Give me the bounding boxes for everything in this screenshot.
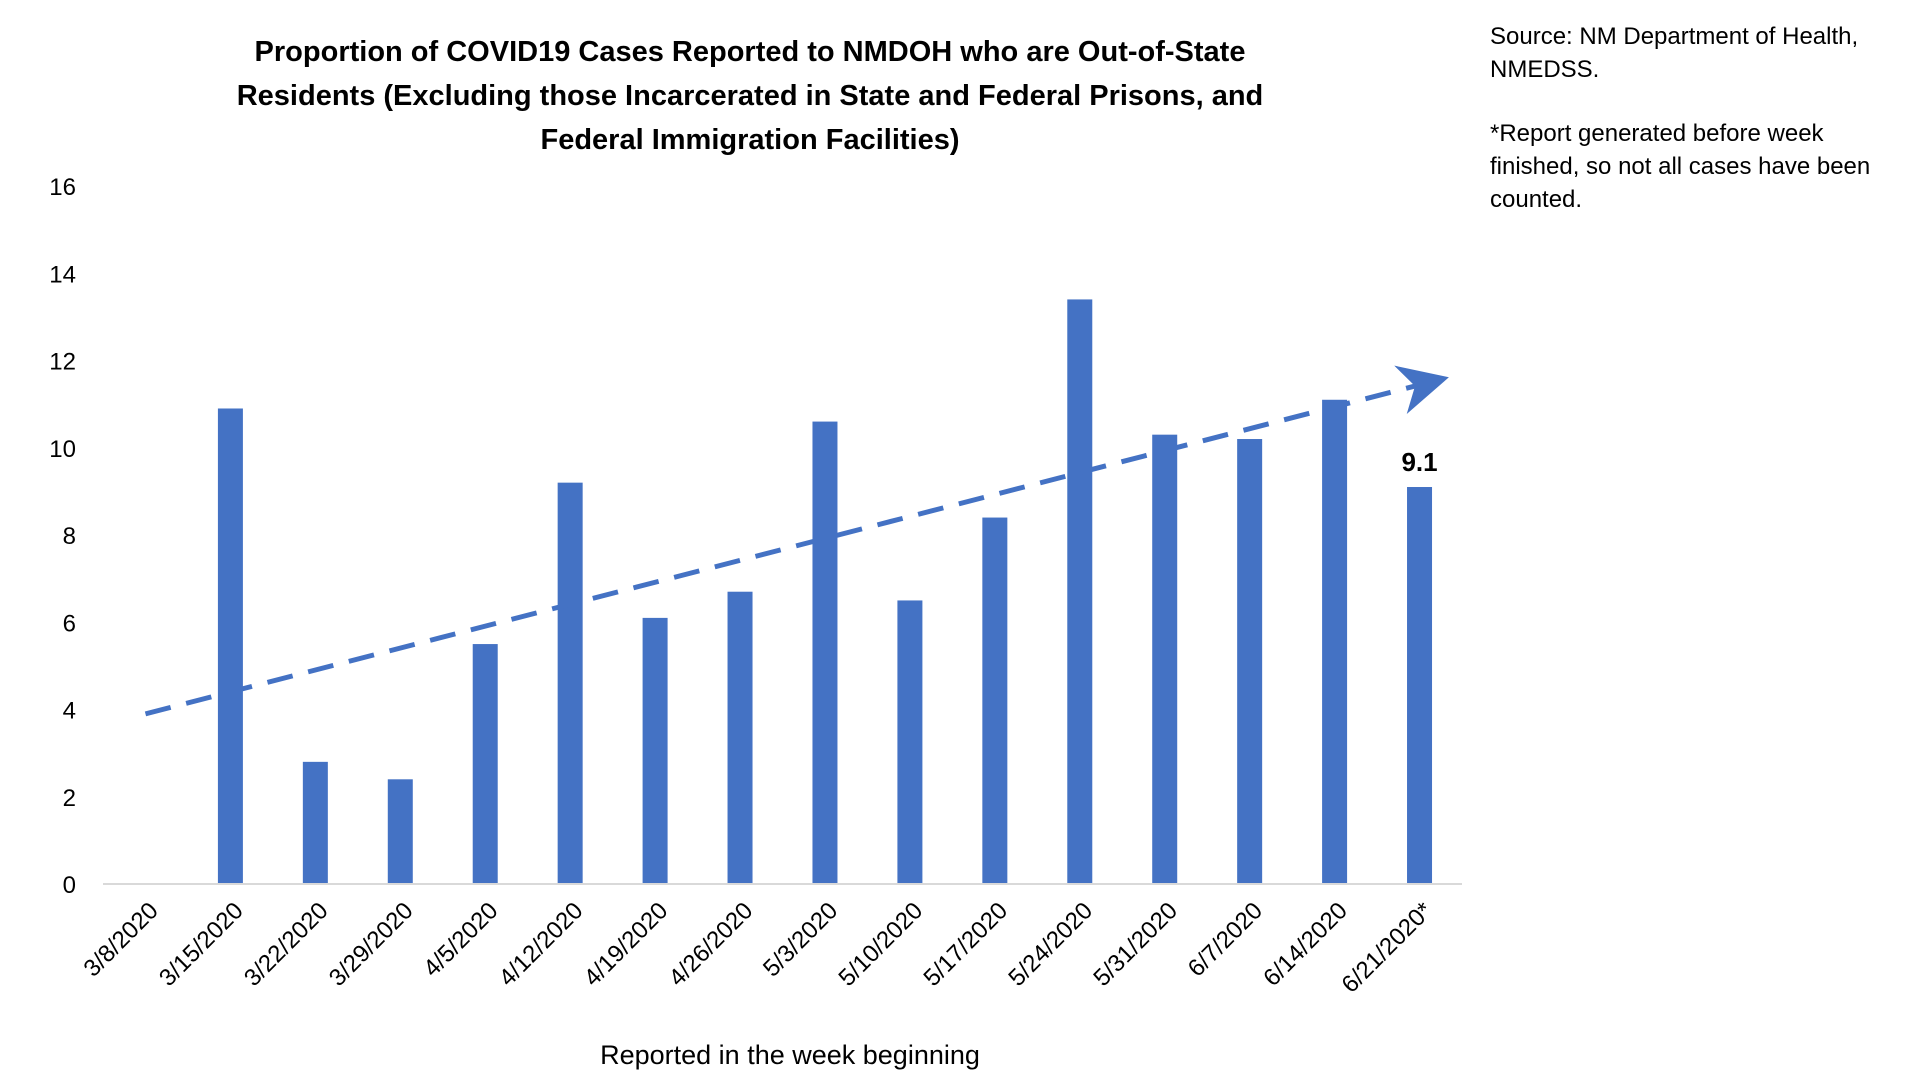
y-tick-label: 8 [63, 523, 76, 550]
x-tick-label: 4/26/2020 [664, 897, 759, 992]
source-text: Source: NM Department of Health, NMEDSS. [1490, 23, 1859, 83]
x-tick-label: 5/17/2020 [918, 897, 1013, 992]
x-tick-label: 3/22/2020 [239, 897, 334, 992]
bar [472, 644, 498, 884]
footnote-text: *Report generated before week finished, … [1490, 120, 1871, 213]
bar [642, 617, 668, 884]
bar-series [217, 299, 1433, 884]
x-tick-label: 6/21/2020* [1337, 897, 1438, 998]
trendline-layer [144, 365, 1449, 717]
bar [557, 482, 583, 884]
bar [1067, 299, 1093, 884]
x-tick-label: 5/3/2020 [758, 897, 843, 982]
bar [727, 591, 753, 884]
y-tick-label: 6 [63, 610, 76, 637]
bar [217, 408, 243, 884]
bar [387, 779, 413, 884]
x-tick-label: 3/29/2020 [324, 897, 419, 992]
bar [812, 421, 838, 884]
data-labels: 9.1 [1401, 447, 1437, 477]
bar [1407, 487, 1433, 884]
x-tick-label: 4/19/2020 [579, 897, 674, 992]
x-axis-title: Reported in the week beginning [600, 1040, 980, 1070]
x-tick-label: 3/8/2020 [79, 897, 164, 982]
x-tick-label: 4/5/2020 [418, 897, 503, 982]
y-tick-label: 14 [49, 261, 76, 288]
y-tick-label: 12 [49, 349, 76, 376]
y-tick-label: 4 [63, 698, 76, 725]
bar [1322, 399, 1348, 884]
x-tick-label: 3/15/2020 [154, 897, 249, 992]
y-axis: 0 2 4 6 8 10 12 14 16 [49, 174, 76, 899]
y-tick-label: 0 [63, 872, 76, 899]
bar [302, 761, 328, 884]
x-tick-label: 5/10/2020 [834, 897, 929, 992]
y-tick-label: 16 [49, 174, 76, 201]
x-tick-label: 5/31/2020 [1088, 897, 1183, 992]
bar [897, 600, 923, 884]
bar [982, 517, 1008, 884]
y-tick-label: 2 [63, 785, 76, 812]
x-tick-label: 6/7/2020 [1183, 897, 1268, 982]
trendline [144, 365, 1449, 717]
x-tick-label: 4/12/2020 [494, 897, 589, 992]
x-tick-label: 5/24/2020 [1003, 897, 1098, 992]
bar [1152, 434, 1178, 884]
source-note: Source: NM Department of Health, NMEDSS.… [1490, 20, 1910, 247]
data-label: 9.1 [1401, 447, 1437, 477]
chart-title: Proportion of COVID19 Cases Reported to … [236, 36, 1264, 156]
y-tick-label: 10 [49, 436, 76, 463]
bar [1237, 439, 1263, 884]
